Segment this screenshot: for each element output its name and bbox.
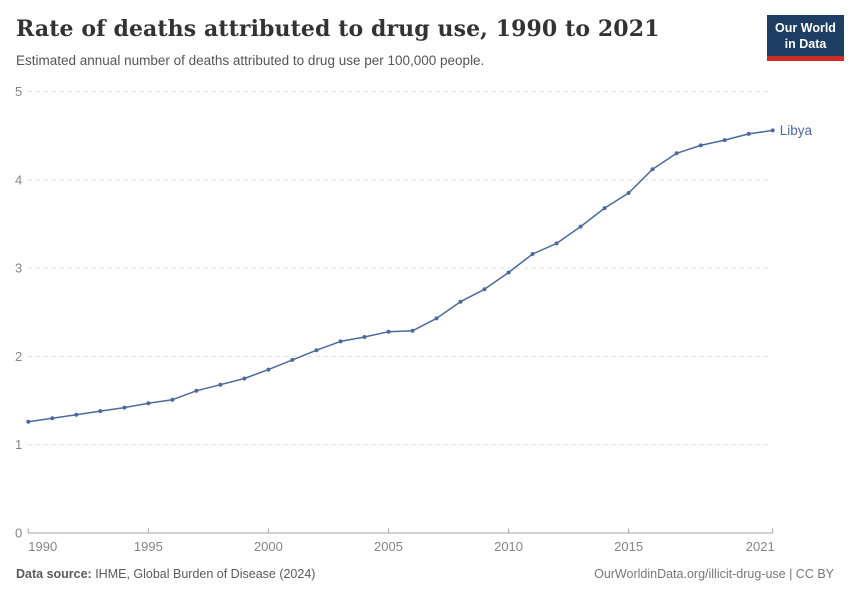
data-point <box>482 287 487 292</box>
y-axis-tick-label: 0 <box>15 526 22 541</box>
owid-logo-line1: Our World <box>775 21 836 35</box>
data-point <box>74 412 79 417</box>
y-axis-tick-label: 4 <box>15 172 22 187</box>
data-point <box>50 416 55 421</box>
data-source-text: IHME, Global Burden of Disease (2024) <box>91 567 316 581</box>
data-source-label: Data source: <box>16 567 92 581</box>
data-point <box>362 335 367 339</box>
data-point <box>698 143 703 148</box>
x-axis-tick-label: 2021 <box>746 539 775 554</box>
data-point <box>218 382 223 387</box>
series-end-label: Libya <box>780 123 813 138</box>
data-point <box>554 241 559 246</box>
data-point <box>26 419 31 424</box>
x-axis-tick-label: 2000 <box>254 539 283 554</box>
chart-subtitle: Estimated annual number of deaths attrib… <box>16 53 485 68</box>
license-credit: OurWorldinData.org/illicit-drug-use | CC… <box>594 567 834 581</box>
y-axis-tick-label: 1 <box>15 437 22 452</box>
x-axis-tick-label: 1995 <box>134 539 163 554</box>
data-point <box>146 401 151 406</box>
owid-logo: Our World in Data <box>767 15 844 61</box>
data-point <box>386 329 391 334</box>
data-point <box>194 388 199 393</box>
data-point <box>578 224 583 229</box>
data-point <box>674 151 679 156</box>
data-line <box>28 129 773 423</box>
y-axis-tick-label: 2 <box>15 349 22 364</box>
x-axis-tick-label: 2010 <box>494 539 523 554</box>
data-point <box>770 128 775 133</box>
data-point <box>290 357 295 362</box>
data-point <box>530 252 535 256</box>
data-point <box>122 405 127 410</box>
data-point <box>314 348 319 353</box>
data-point <box>722 138 727 143</box>
data-point <box>506 270 511 275</box>
data-point <box>98 409 103 414</box>
data-point <box>650 167 655 172</box>
data-point <box>602 206 607 211</box>
data-point <box>338 339 343 344</box>
data-source-note: Data source: IHME, Global Burden of Dise… <box>16 567 315 581</box>
owid-logo-line2: in Data <box>784 37 827 52</box>
chart-footer: Data source: IHME, Global Burden of Dise… <box>16 567 834 581</box>
data-point <box>626 191 631 195</box>
data-point <box>410 328 415 333</box>
data-point <box>434 316 439 321</box>
data-point <box>242 376 247 381</box>
data-point <box>746 131 751 136</box>
x-axis-tick-label: 2005 <box>374 539 403 554</box>
x-axis-tick-label: 2015 <box>614 539 643 554</box>
data-point <box>266 367 271 372</box>
y-axis-tick-label: 3 <box>15 261 22 276</box>
data-point <box>170 397 175 402</box>
y-axis-tick-label: 5 <box>15 84 22 99</box>
data-point <box>458 299 463 304</box>
x-axis-tick-label: 1990 <box>28 539 57 554</box>
chart-title: Rate of deaths attributed to drug use, 1… <box>16 16 660 42</box>
